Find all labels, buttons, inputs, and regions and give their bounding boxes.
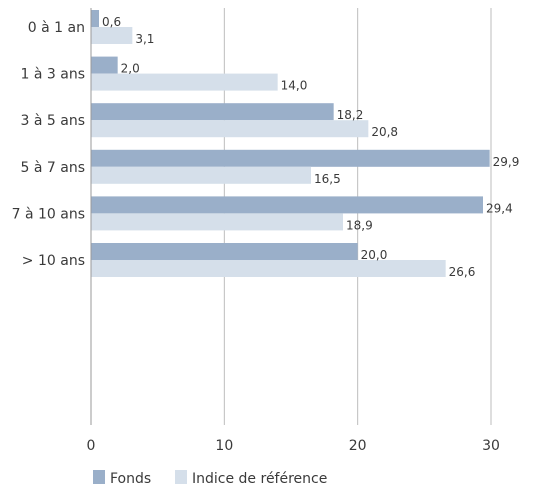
x-tick-labels: 0 10 20 30 [87,438,500,454]
bar-fonds-4 [91,196,483,214]
legend: Fonds Indice de référence [93,470,327,487]
bar-fonds-3 [91,149,490,167]
legend-label-1: Indice de référence [192,471,327,487]
bar-indice-0 [91,27,133,44]
bar-fonds-5 [91,243,358,260]
category-labels: 0 à 1 an 1 à 3 ans 3 à 5 ans 5 à 7 ans 7 à 1… [12,20,85,269]
x-tick-label-3: 30 [482,438,500,454]
value-label-indice-1: 14,0 [281,79,308,93]
value-label-fonds-3: 29,9 [493,155,520,169]
value-label-fonds-2: 18,2 [337,108,364,122]
legend-swatch-1 [175,470,187,484]
bar-indice-5 [91,260,446,277]
value-label-indice-0: 3,1 [135,32,154,46]
category-label-3: 5 à 7 ans [21,160,86,176]
x-tick-label-0: 0 [87,438,96,454]
bar-indice-3 [91,166,311,184]
value-label-indice-5: 26,6 [449,265,476,279]
bar-fonds-1 [91,56,118,74]
bar-fonds-0 [91,10,99,27]
value-label-indice-2: 20,8 [371,125,398,139]
category-label-1: 1 à 3 ans [21,67,86,83]
legend-swatch-0 [93,470,105,484]
value-labels: 0,6 3,1 2,0 14,0 18,2 20,8 29,9 16,5 29,4 18,9 20,… [102,15,519,279]
value-label-indice-3: 16,5 [314,172,341,186]
bars [91,10,490,277]
category-label-2: 3 à 5 ans [21,113,86,129]
value-label-fonds-1: 2,0 [121,62,140,76]
bar-indice-4 [91,213,343,231]
bar-indice-2 [91,120,369,138]
category-label-0: 0 à 1 an [28,20,85,36]
value-label-indice-4: 18,9 [346,218,373,232]
bar-fonds-2 [91,103,334,121]
bar-indice-1 [91,73,278,91]
x-tick-label-2: 20 [349,438,367,454]
category-label-4: 7 à 10 ans [12,206,85,222]
legend-label-0: Fonds [110,471,151,487]
value-label-fonds-5: 20,0 [361,248,388,262]
value-label-fonds-4: 29,4 [486,201,513,215]
value-label-fonds-0: 0,6 [102,15,121,29]
category-label-5: > 10 ans [22,253,85,269]
x-tick-label-1: 10 [215,438,233,454]
